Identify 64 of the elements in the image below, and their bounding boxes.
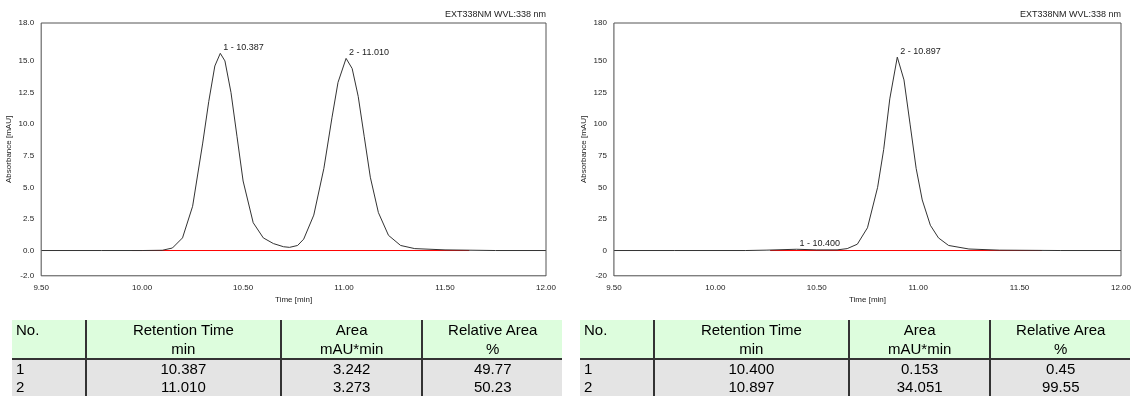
text: Relative Area % — [990, 320, 1130, 359]
y-axis-title: Absorbance [mAU] — [579, 115, 588, 183]
annotation: 1 - 10.400 — [799, 238, 841, 249]
y-tick-label: 0 — [602, 245, 608, 255]
x-tick-label: 9.50 — [33, 282, 50, 292]
text: 1 — [583, 359, 594, 378]
x-tick-label: 12.00 — [535, 282, 557, 292]
y-tick-label: 180 — [593, 18, 608, 28]
y-tick-label: 12.5 — [18, 87, 35, 97]
annotation: 1 - 10.387 — [223, 42, 264, 53]
text: 3.273 — [280, 378, 423, 396]
x-tick-label: 12.00 — [1110, 282, 1132, 292]
x-tick-label: 11.50 — [1009, 282, 1030, 292]
text: EXT338NM WVL:338 nm — [444, 8, 546, 19]
y-tick-label: 7.5 — [23, 150, 35, 160]
text: Relative Area % — [422, 320, 562, 359]
text: 2 — [15, 378, 26, 396]
y-axis-title: Absorbance [mAU] — [4, 115, 13, 183]
text: 50.23 — [422, 378, 562, 396]
text: 10.400 — [653, 359, 849, 378]
text: EXT338NM WVL:338 nm — [1019, 8, 1121, 19]
y-tick-label: 5.0 — [23, 182, 35, 192]
y-tick-label: 10.0 — [18, 119, 35, 129]
text: Area mAU*min — [280, 320, 423, 359]
y-tick-label: 25 — [598, 214, 608, 224]
annotation: 2 - 11.010 — [349, 47, 389, 58]
text: Retention Time min — [653, 320, 849, 359]
text: 0.45 — [990, 359, 1130, 378]
text: No. — [583, 320, 609, 340]
y-tick-label: 2.5 — [23, 214, 35, 224]
text: 1 — [15, 359, 26, 378]
text: 10.897 — [653, 378, 849, 396]
x-tick-label: 10.50 — [233, 282, 254, 292]
y-tick-label: -2.0 — [20, 271, 35, 280]
x-tick-label: 11.00 — [334, 282, 355, 292]
x-axis-title: Time [min] — [275, 295, 313, 305]
x-tick-label: 11.50 — [435, 282, 456, 292]
y-tick-label: 50 — [598, 182, 608, 192]
x-tick-label: 10.50 — [806, 282, 828, 292]
y-tick-label: -20 — [595, 271, 608, 280]
y-tick-label: 150 — [593, 56, 608, 66]
x-tick-label: 11.00 — [908, 282, 929, 292]
y-tick-label: 18.0 — [18, 18, 35, 28]
text: 34.051 — [848, 378, 991, 396]
text: No. — [15, 320, 41, 340]
text: 10.387 — [85, 359, 281, 378]
x-tick-label: 10.00 — [132, 282, 153, 292]
text: Retention Time min — [85, 320, 281, 359]
text: 2 — [583, 378, 594, 396]
y-tick-label: 125 — [593, 87, 608, 97]
x-tick-label: 10.00 — [705, 282, 726, 292]
text: 99.55 — [990, 378, 1130, 396]
text: 11.010 — [85, 378, 281, 396]
y-tick-label: 15.0 — [18, 56, 35, 66]
y-tick-label: 75 — [598, 150, 608, 160]
x-axis-title: Time [min] — [848, 295, 886, 305]
y-tick-label: 0.0 — [23, 245, 35, 255]
text: Area mAU*min — [848, 320, 991, 359]
text: 49.77 — [422, 359, 562, 378]
y-tick-label: 100 — [593, 119, 608, 129]
x-tick-label: 9.50 — [606, 282, 623, 292]
text: 0.153 — [848, 359, 991, 378]
annotation: 2 - 10.897 — [900, 46, 941, 57]
text: 3.242 — [280, 359, 423, 378]
